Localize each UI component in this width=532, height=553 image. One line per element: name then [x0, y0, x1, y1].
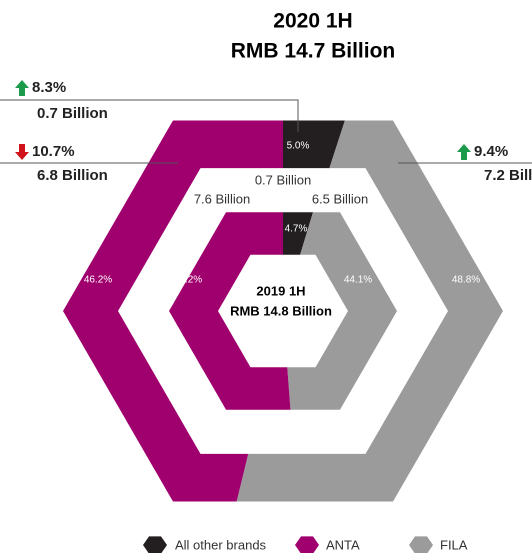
value-label: 48.8% [452, 275, 480, 286]
amount-label: 0.7 Billion [255, 172, 311, 187]
ring-segment [63, 120, 283, 502]
ring-segment [169, 212, 291, 410]
legend-swatch [295, 536, 319, 553]
value-label: 46.2% [84, 275, 112, 286]
legend-label: ANTA [326, 537, 360, 552]
amount-label: 7.6 Billion [194, 191, 250, 206]
chart-title: 2020 1H [273, 10, 352, 33]
legend-label: All other brands [175, 537, 267, 552]
chart-subtitle: RMB 14.7 Billion [231, 40, 396, 63]
amount-label: 0.7 Billion [37, 105, 108, 122]
value-label: 4.7% [285, 224, 308, 235]
ring-segment [287, 212, 397, 410]
value-label: 44.1% [344, 275, 372, 286]
value-label: 5.0% [287, 141, 310, 152]
change-label: 10.7% [32, 143, 75, 160]
callout-line [0, 99, 299, 132]
change-arrow [15, 144, 29, 160]
ring-segment [236, 120, 504, 502]
change-arrow [457, 144, 471, 160]
ring-segment [283, 212, 314, 255]
value-label: 51.2% [174, 275, 202, 286]
center-label: 2019 1H [256, 283, 305, 298]
change-label: 8.3% [32, 79, 66, 96]
center-total: RMB 14.8 Billion [230, 303, 332, 318]
legend-swatch [143, 536, 167, 553]
amount-label: 7.2 Billion [484, 167, 532, 184]
legend-label: FILA [440, 537, 468, 552]
change-label: 9.4% [474, 143, 508, 160]
change-arrow [15, 80, 29, 96]
ring-segment [283, 120, 345, 169]
legend-swatch [409, 536, 433, 553]
amount-label: 6.5 Billion [312, 191, 368, 206]
amount-label: 6.8 Billion [37, 167, 108, 184]
